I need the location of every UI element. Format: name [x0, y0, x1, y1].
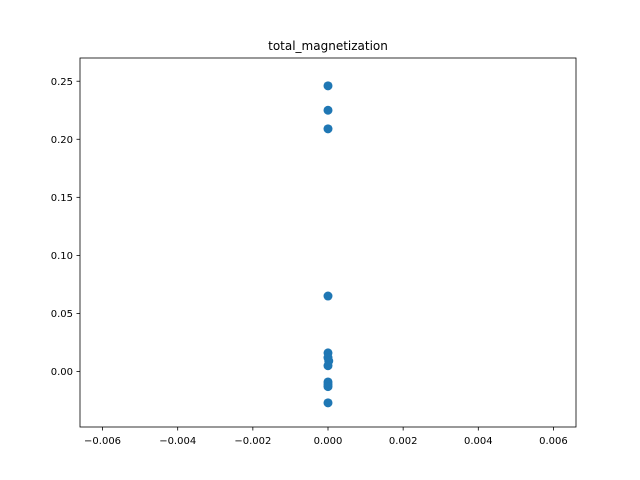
- x-tick-label: −0.004: [159, 436, 196, 447]
- x-tick-label: −0.002: [234, 436, 271, 447]
- y-tick-label: 0.20: [51, 135, 73, 146]
- data-point: [323, 124, 333, 134]
- y-tick-label: 0.10: [51, 251, 73, 262]
- x-tick-label: 0.004: [464, 436, 493, 447]
- x-tick-label: −0.006: [84, 436, 121, 447]
- y-tick-label: 0.00: [51, 367, 73, 378]
- data-point: [323, 81, 333, 91]
- chart-title: total_magnetization: [268, 39, 388, 53]
- plot-frame: [79, 57, 577, 428]
- data-point: [323, 361, 333, 371]
- data-point: [323, 291, 333, 301]
- data-point: [323, 105, 333, 115]
- x-tick-label: 0.006: [539, 436, 568, 447]
- y-tick-label: 0.15: [51, 193, 73, 204]
- data-point: [323, 398, 333, 408]
- x-tick-label: 0.000: [314, 436, 343, 447]
- y-tick-label: 0.25: [51, 77, 73, 88]
- y-tick-label: 0.05: [51, 309, 73, 320]
- x-tick-label: 0.002: [389, 436, 418, 447]
- data-point: [323, 382, 333, 392]
